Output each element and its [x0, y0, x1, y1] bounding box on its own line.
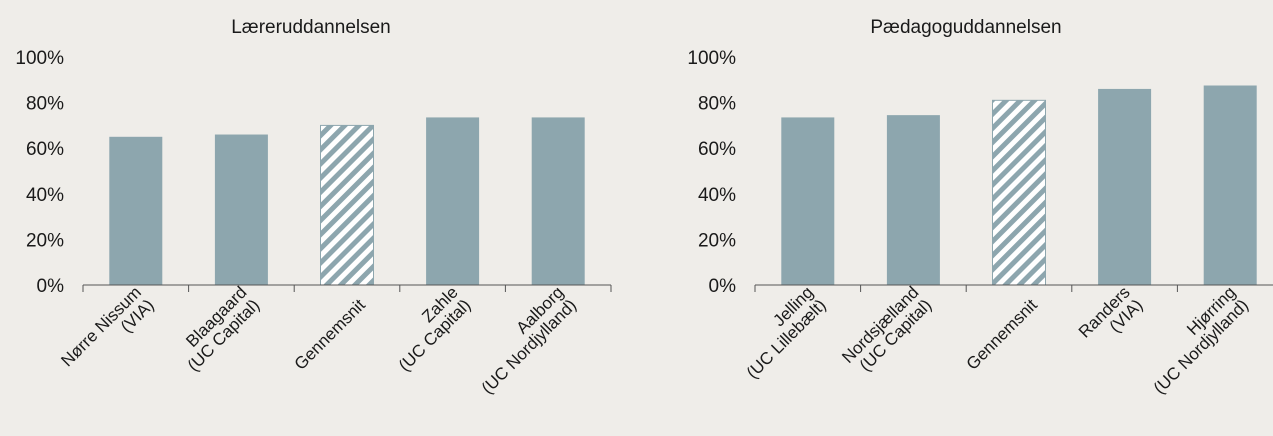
- chart-title: Læreruddannelsen: [231, 17, 391, 38]
- x-tick-label: Hjørring(UC Nordjylland): [1137, 283, 1252, 398]
- chart-paedagoguddannelsen: Pædagoguddannelsen 0% 20% 40% 60% 80% 100% Je…: [687, 17, 1273, 398]
- bar: [781, 117, 835, 285]
- bars: [781, 85, 1257, 286]
- y-tick-label: 20%: [698, 230, 736, 251]
- chart-laereruddannelsen: Læreruddannelsen 0% 20% 40% 60% 80% 100% Nørr…: [15, 17, 612, 398]
- x-tick-label: Zahle(UC Capital): [382, 283, 474, 375]
- x-tick-label: Blaagaard(UC Capital): [171, 283, 263, 375]
- y-tick-label: 0%: [709, 276, 737, 297]
- bar: [109, 136, 163, 285]
- chart-title: Pædagoguddannelsen: [870, 17, 1061, 38]
- y-tick-label: 100%: [15, 48, 64, 69]
- bar: [214, 134, 268, 285]
- y-tick-label: 0%: [37, 276, 65, 297]
- bar: [1098, 88, 1152, 285]
- x-tick-label: Jelling(UC Lillebælt): [730, 283, 830, 383]
- y-axis-ticks: 0% 20% 40% 60% 80% 100%: [687, 48, 736, 297]
- x-tick-label: Gennemsnit: [291, 295, 369, 373]
- x-axis-labels: Nørre Nissum(VIA) Blaagaard(UC Capital) Ge…: [57, 283, 580, 398]
- bar-average: [992, 99, 1046, 286]
- x-tick-label: Nørre Nissum(VIA): [57, 283, 157, 383]
- bar: [1203, 85, 1257, 285]
- y-tick-label: 40%: [698, 185, 736, 206]
- x-axis-ticks: [754, 285, 1178, 292]
- y-tick-label: 40%: [26, 185, 64, 206]
- bar: [426, 117, 480, 285]
- y-tick-label: 60%: [26, 139, 64, 160]
- bars: [109, 117, 585, 286]
- bar: [886, 115, 940, 285]
- y-tick-label: 80%: [26, 94, 64, 115]
- y-tick-label: 80%: [698, 94, 736, 115]
- x-tick-label: Aalborg(UC Nordjylland): [465, 283, 580, 398]
- y-tick-label: 100%: [687, 48, 736, 69]
- x-tick-label: Gennemsnit: [963, 295, 1041, 373]
- y-tick-label: 60%: [698, 139, 736, 160]
- x-axis-ticks: [82, 285, 612, 292]
- x-tick-label: Nordsjælland(UC Capital): [838, 283, 935, 380]
- x-axis-labels: Jelling(UC Lillebælt) Nordsjælland(UC Cap…: [730, 283, 1252, 398]
- y-tick-label: 20%: [26, 230, 64, 251]
- bar-average: [320, 124, 374, 286]
- y-axis-ticks: 0% 20% 40% 60% 80% 100%: [15, 48, 64, 297]
- bar: [531, 117, 585, 285]
- x-tick-label: Randers(VIA): [1075, 283, 1147, 355]
